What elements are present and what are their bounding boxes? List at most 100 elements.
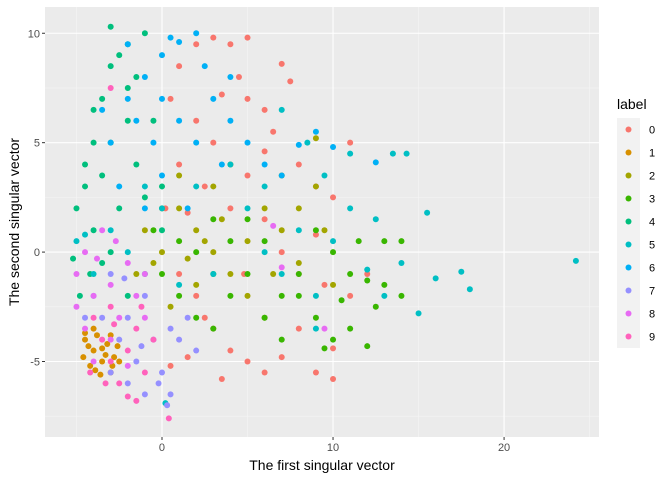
data-point (116, 336, 123, 343)
data-point (261, 249, 268, 256)
legend-label: 9 (649, 332, 655, 344)
data-point (85, 343, 92, 350)
data-point (167, 303, 174, 310)
data-point (141, 74, 148, 81)
data-point (261, 183, 268, 190)
data-point (107, 281, 114, 288)
x-tick-label: 10 (327, 442, 339, 454)
data-point (278, 60, 285, 67)
data-point (82, 314, 89, 321)
legend-item-5: 5 (617, 233, 655, 256)
data-point (107, 63, 114, 70)
data-point (210, 270, 217, 277)
data-point (295, 161, 302, 168)
data-point (164, 402, 171, 409)
data-point (124, 95, 131, 102)
data-point (141, 194, 148, 201)
data-point (184, 209, 191, 216)
data-point (193, 227, 200, 234)
data-point (278, 106, 285, 113)
data-point (87, 362, 94, 369)
data-point (312, 231, 319, 238)
data-point (90, 314, 97, 321)
data-point (372, 159, 379, 166)
data-point (347, 270, 354, 277)
data-point (261, 238, 268, 245)
data-point (295, 260, 302, 267)
data-point (381, 238, 388, 245)
data-point (278, 227, 285, 234)
data-point (141, 30, 148, 37)
data-point (124, 117, 131, 124)
data-point (227, 41, 234, 48)
data-point (295, 141, 302, 148)
data-point (107, 332, 114, 339)
data-point (244, 205, 251, 212)
data-point (133, 325, 140, 332)
data-point (176, 281, 183, 288)
x-axis-ticks: 0 10 20 (159, 437, 510, 454)
data-point (133, 397, 140, 404)
data-point (295, 292, 302, 299)
data-point (176, 270, 183, 277)
data-points (70, 23, 579, 422)
data-point (244, 172, 251, 179)
data-point (87, 369, 94, 376)
series-3 (150, 216, 405, 352)
data-point (227, 117, 234, 124)
data-point (90, 227, 97, 234)
data-point (270, 270, 277, 277)
data-point (227, 270, 234, 277)
data-point (124, 314, 131, 321)
data-point (124, 41, 131, 48)
data-point (270, 128, 277, 135)
data-point (261, 216, 268, 223)
data-point (278, 264, 285, 271)
legend-item-2: 2 (617, 164, 655, 187)
data-point (312, 135, 319, 142)
legend-label: 4 (649, 217, 655, 229)
data-point (158, 95, 165, 102)
data-point (201, 183, 208, 190)
data-point (158, 249, 165, 256)
data-point (121, 275, 128, 282)
data-point (107, 336, 114, 343)
data-point (184, 314, 191, 321)
y-tick-label: 0 (34, 247, 40, 259)
data-point (82, 183, 89, 190)
data-point (398, 238, 405, 245)
data-point (364, 343, 371, 350)
legend-item-9: 9 (617, 325, 655, 348)
data-point (124, 249, 131, 256)
data-point (158, 227, 165, 234)
data-point (155, 380, 162, 387)
data-point (150, 336, 157, 343)
data-point (278, 270, 285, 277)
legend-marker (625, 218, 632, 225)
data-point (124, 292, 131, 299)
legend-item-1: 1 (617, 141, 655, 164)
data-point (364, 266, 371, 273)
data-point (193, 347, 200, 354)
legend: label 0 1 2 3 4 5 6 7 8 9 (617, 96, 655, 348)
data-point (141, 369, 148, 376)
data-point (99, 336, 106, 343)
data-point (99, 345, 106, 352)
data-point (227, 205, 234, 212)
data-point (244, 358, 251, 365)
data-point (93, 332, 100, 339)
data-point (133, 292, 140, 299)
data-point (116, 52, 123, 59)
data-point (415, 310, 422, 317)
data-point (347, 139, 354, 146)
data-point (165, 415, 172, 422)
data-point (244, 238, 251, 245)
data-point (321, 281, 328, 288)
data-point (338, 297, 345, 304)
data-point (278, 336, 285, 343)
data-point (398, 292, 405, 299)
data-point (210, 216, 217, 223)
data-point (244, 95, 251, 102)
data-point (82, 161, 89, 168)
